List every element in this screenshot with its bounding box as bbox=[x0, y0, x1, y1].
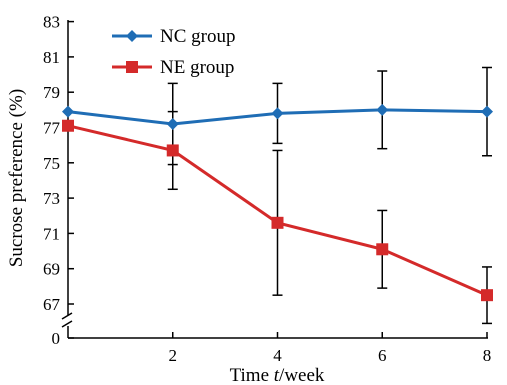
data-point-ne bbox=[166, 144, 179, 157]
y-tick-label: 77 bbox=[43, 119, 61, 138]
x-tick-label: 4 bbox=[273, 346, 282, 365]
y-axis-title: Sucrose preference (%) bbox=[6, 89, 27, 267]
data-point-nc bbox=[62, 105, 74, 118]
data-point-nc bbox=[481, 105, 493, 118]
series-markers bbox=[62, 103, 493, 302]
y-tick-label: 0 bbox=[52, 329, 61, 348]
y-tick-label: 67 bbox=[43, 295, 61, 314]
x-axis-title-unit: /week bbox=[279, 365, 325, 385]
error-bars bbox=[167, 66, 492, 325]
y-tick-label: 75 bbox=[43, 154, 60, 173]
x-axis-title: Time t/week bbox=[230, 365, 325, 385]
data-point-nc bbox=[376, 103, 389, 116]
x-tick-label: 8 bbox=[483, 346, 492, 365]
legend-label-ne: NE group bbox=[160, 57, 234, 78]
data-point-nc bbox=[166, 117, 179, 130]
data-point-nc bbox=[271, 107, 284, 120]
x-axis-title-prefix: Time bbox=[230, 365, 274, 385]
y-tick-label: 71 bbox=[43, 224, 60, 243]
data-point-ne bbox=[271, 216, 284, 229]
data-point-ne bbox=[376, 243, 389, 256]
legend-label-nc: NC group bbox=[160, 26, 235, 47]
axis-break-mark bbox=[61, 312, 73, 320]
x-tick-label: 2 bbox=[169, 346, 178, 365]
legend: NC group NE group bbox=[112, 26, 235, 78]
y-tick-label: 83 bbox=[43, 13, 60, 32]
axis-break-mark bbox=[61, 320, 73, 328]
y-tick-label: 73 bbox=[43, 189, 60, 208]
data-point-ne bbox=[62, 119, 74, 132]
axes: 0 67 69 71 73 75 77 79 81 83 2 4 6 8 bbox=[43, 13, 491, 365]
x-axis-title-variable: t bbox=[274, 365, 280, 385]
y-tick-label: 79 bbox=[43, 83, 60, 102]
legend-marker-nc bbox=[126, 30, 138, 42]
data-point-ne bbox=[481, 289, 493, 302]
legend-marker-ne bbox=[126, 61, 138, 73]
x-tick-label: 6 bbox=[378, 346, 387, 365]
y-tick-label: 81 bbox=[43, 48, 60, 67]
y-tick-label: 69 bbox=[43, 260, 60, 279]
